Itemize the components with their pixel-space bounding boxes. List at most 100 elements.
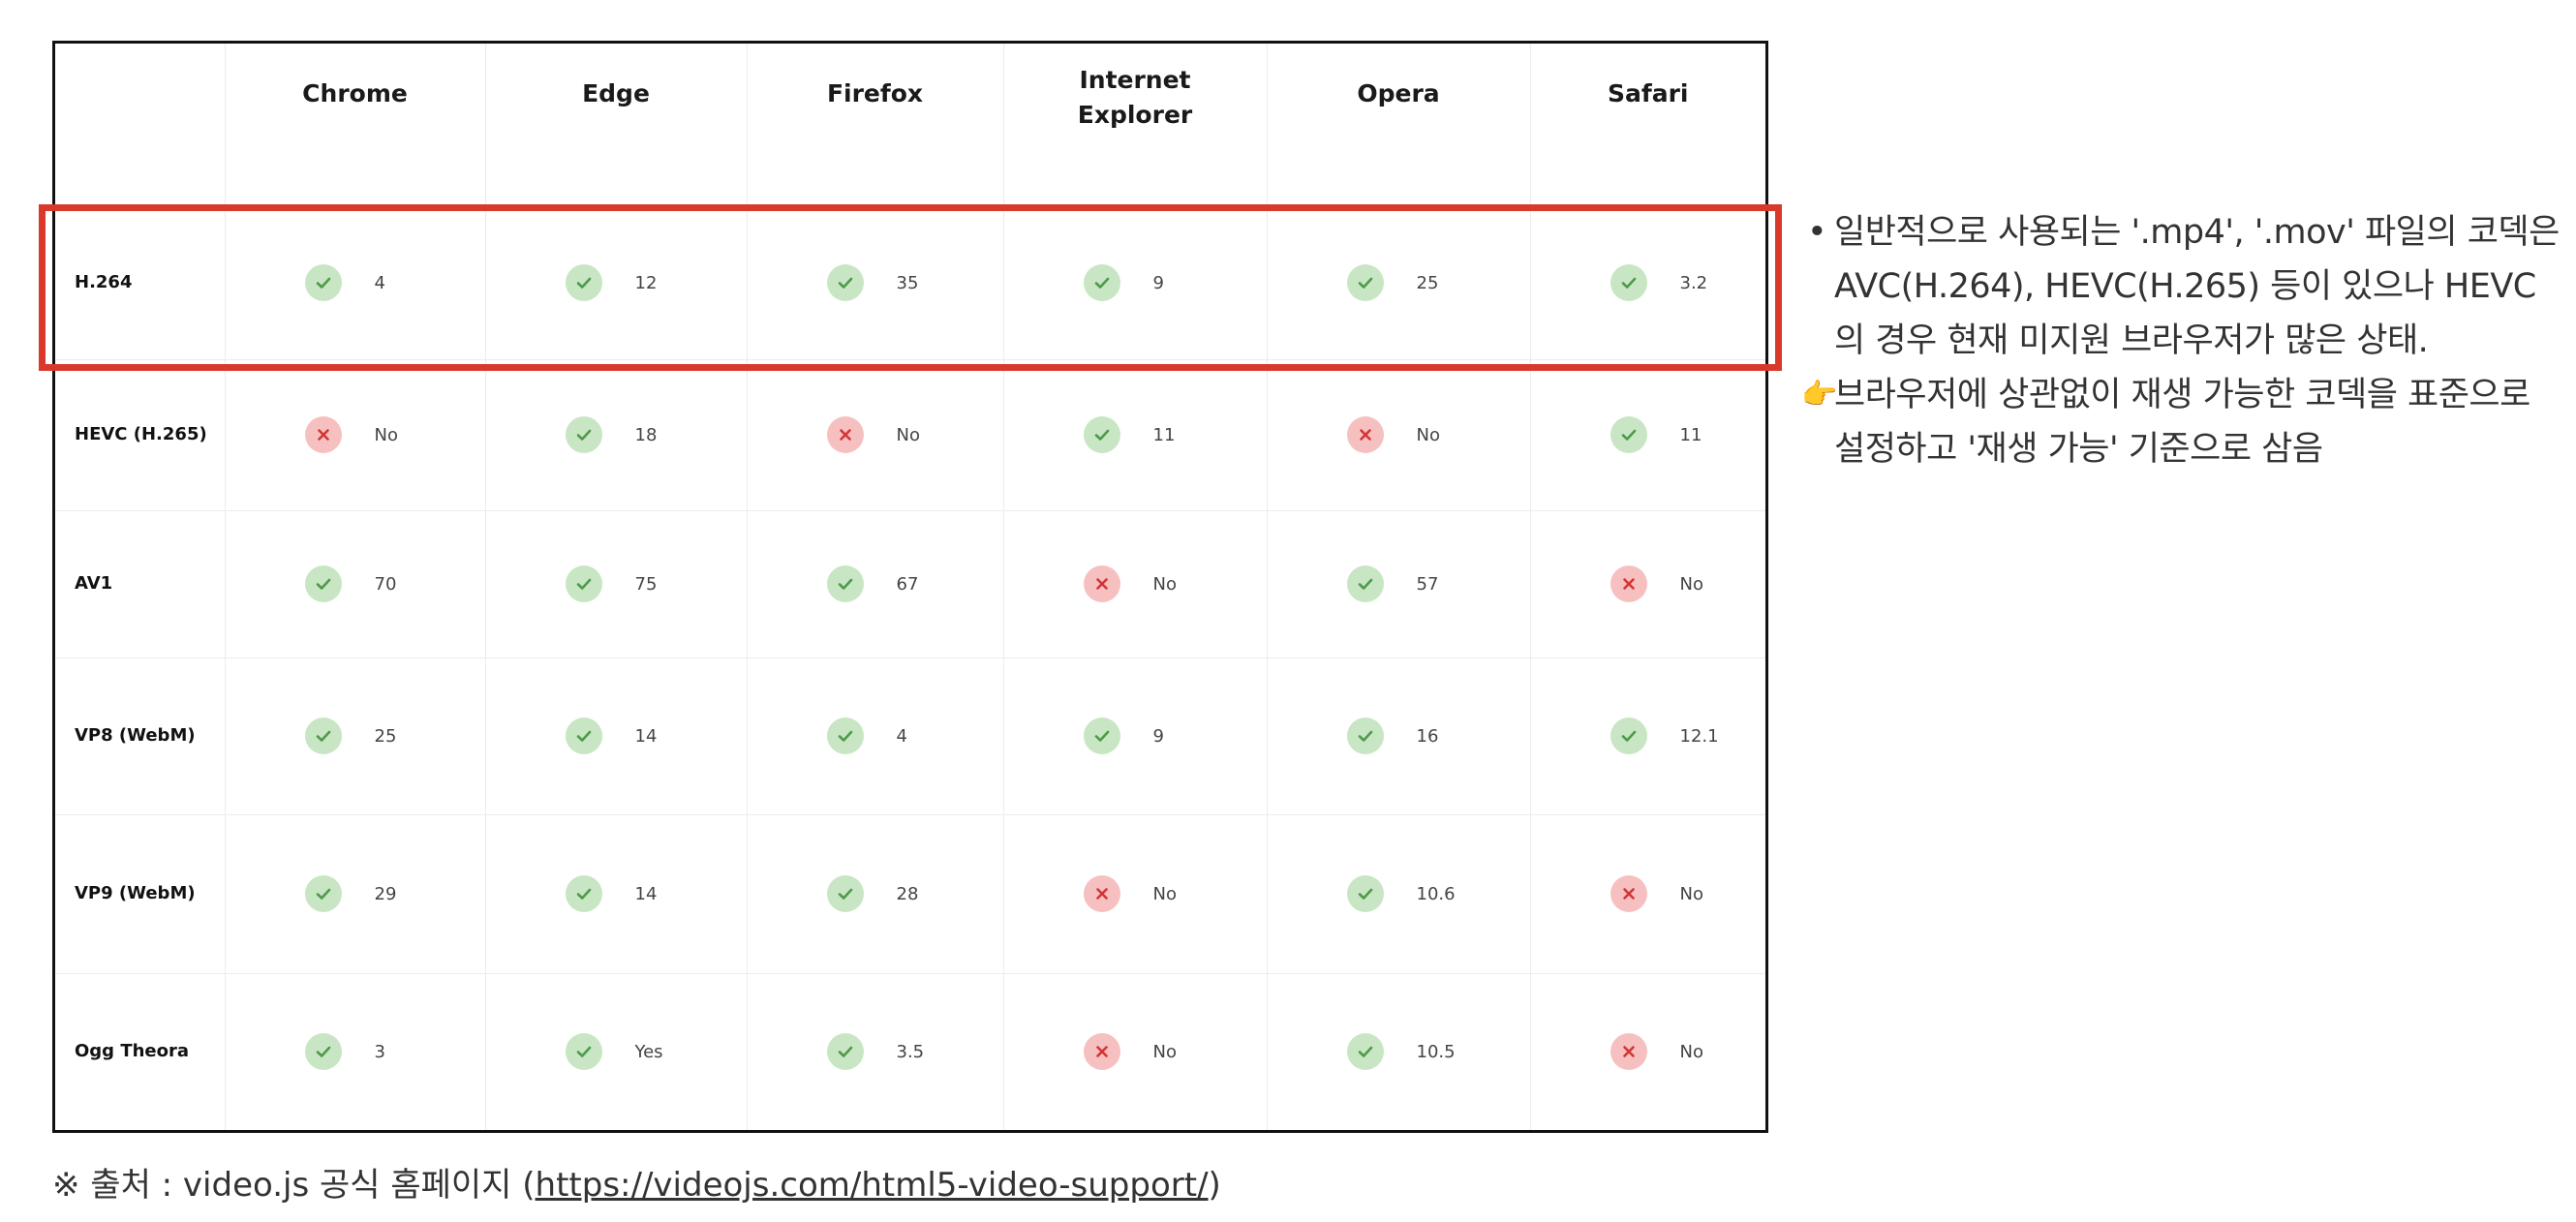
version-value: 3 xyxy=(374,1041,385,1062)
version-value: No xyxy=(1152,573,1177,595)
check-icon xyxy=(1610,718,1647,754)
header-cell-corner xyxy=(55,44,226,207)
version-value: 10.5 xyxy=(1416,1041,1456,1062)
version-value: No xyxy=(1679,573,1703,595)
version-value: 11 xyxy=(1152,424,1176,445)
version-value: 16 xyxy=(1416,725,1439,747)
version-value: 11 xyxy=(1679,424,1702,445)
support-cell-firefox: 4 xyxy=(747,657,1004,815)
support-cell-edge: Yes xyxy=(485,973,748,1130)
version-value: 14 xyxy=(634,883,658,904)
version-value: 28 xyxy=(896,883,919,904)
support-cell-edge: 12 xyxy=(485,206,748,360)
support-cell-chrome: 3 xyxy=(225,973,486,1130)
x-icon xyxy=(1083,1033,1120,1071)
x-icon xyxy=(304,416,342,453)
support-cell-safari: 11 xyxy=(1530,359,1765,511)
version-value: 3.5 xyxy=(896,1041,925,1062)
version-value: No xyxy=(1679,883,1703,904)
x-icon xyxy=(1083,565,1120,602)
support-cell-opera: 10.5 xyxy=(1267,973,1531,1130)
note-bullet-text: 일반적으로 사용되는 '.mp4', '.mov' 파일의 코덱은 AVC(H.… xyxy=(1834,213,2560,360)
check-icon xyxy=(565,1033,602,1071)
x-icon xyxy=(1610,565,1647,602)
check-icon xyxy=(1083,718,1120,754)
source-suffix: ) xyxy=(1208,1166,1221,1205)
check-icon xyxy=(565,875,602,912)
version-value: 9 xyxy=(1152,272,1164,293)
x-icon xyxy=(1083,875,1120,912)
check-icon xyxy=(565,565,602,602)
notes-panel: • 일반적으로 사용되는 '.mp4', '.mov' 파일의 코덱은 AVC(… xyxy=(1801,205,2561,476)
version-value: 35 xyxy=(896,272,919,293)
check-icon xyxy=(1346,875,1384,912)
check-icon xyxy=(826,875,864,912)
version-value: 4 xyxy=(896,725,907,747)
check-icon xyxy=(565,416,602,453)
support-cell-opera: 10.6 xyxy=(1267,814,1531,974)
table-row: VP9 (WebM) 29 14 28 No 10.6 No xyxy=(55,814,1765,974)
support-cell-firefox: 3.5 xyxy=(747,973,1004,1130)
support-cell-internet-explorer: No xyxy=(1003,973,1268,1130)
check-icon xyxy=(826,264,864,301)
support-cell-chrome: No xyxy=(225,359,486,511)
codec-label: AV1 xyxy=(55,510,226,658)
check-icon xyxy=(565,718,602,754)
codec-label: HEVC (H.265) xyxy=(55,359,226,511)
check-icon xyxy=(304,1033,342,1071)
support-cell-safari: No xyxy=(1530,973,1765,1130)
version-value: 12 xyxy=(634,272,658,293)
version-value: No xyxy=(374,424,398,445)
codec-label: VP9 (WebM) xyxy=(55,814,226,974)
source-prefix: ※ 출처 : video.js 공식 홈페이지 ( xyxy=(52,1166,536,1205)
x-icon xyxy=(1610,875,1647,912)
check-icon xyxy=(1346,1033,1384,1071)
check-icon xyxy=(826,1033,864,1071)
source-citation: ※ 출처 : video.js 공식 홈페이지 (https://videojs… xyxy=(52,1158,1221,1206)
check-icon xyxy=(826,565,864,602)
note-pointer-text: 브라우저에 상관없이 재생 가능한 코덱을 표준으로 설정하고 '재생 가능' … xyxy=(1834,376,2530,469)
support-cell-chrome: 4 xyxy=(225,206,486,360)
check-icon xyxy=(1346,264,1384,301)
version-value: 70 xyxy=(374,573,397,595)
x-icon xyxy=(1610,1033,1647,1071)
support-cell-internet-explorer: No xyxy=(1003,814,1268,974)
codec-label: Ogg Theora xyxy=(55,973,226,1130)
support-cell-internet-explorer: 11 xyxy=(1003,359,1268,511)
x-icon xyxy=(826,416,864,453)
check-icon xyxy=(1610,264,1647,301)
note-bullet-item: • 일반적으로 사용되는 '.mp4', '.mov' 파일의 코덱은 AVC(… xyxy=(1805,205,2561,368)
version-value: No xyxy=(1416,424,1440,445)
bullet-icon: • xyxy=(1807,213,1827,252)
check-icon xyxy=(1083,264,1120,301)
codec-support-table-container: Chrome Edge Firefox Internet Explorer Op… xyxy=(52,41,1768,1133)
table-row: H.264 4 12 35 9 25 3.2 xyxy=(55,206,1765,360)
header-cell-edge: Edge xyxy=(485,44,748,207)
source-link[interactable]: https://videojs.com/html5-video-support/ xyxy=(535,1166,1209,1205)
header-label-internet-explorer: Internet Explorer xyxy=(1077,66,1193,129)
version-value: 67 xyxy=(896,573,919,595)
check-icon xyxy=(1346,718,1384,754)
check-icon xyxy=(304,565,342,602)
version-value: No xyxy=(896,424,920,445)
support-cell-firefox: 67 xyxy=(747,510,1004,658)
codec-label: VP8 (WebM) xyxy=(55,657,226,815)
support-cell-safari: No xyxy=(1530,814,1765,974)
table-row: HEVC (H.265) No 18 No 11 No 11 xyxy=(55,359,1765,511)
version-value: 12.1 xyxy=(1679,725,1719,747)
version-value: 25 xyxy=(374,725,397,747)
support-cell-edge: 75 xyxy=(485,510,748,658)
support-cell-internet-explorer: No xyxy=(1003,510,1268,658)
check-icon xyxy=(1083,416,1120,453)
support-cell-opera: 25 xyxy=(1267,206,1531,360)
support-cell-safari: No xyxy=(1530,510,1765,658)
version-value: 75 xyxy=(634,573,658,595)
note-pointer-item: 👉 브라우저에 상관없이 재생 가능한 코덱을 표준으로 설정하고 '재생 가능… xyxy=(1801,368,2561,476)
table-row: Ogg Theora 3 Yes 3.5 No 10.5 No xyxy=(55,973,1765,1130)
version-value: 57 xyxy=(1416,573,1439,595)
support-cell-opera: 16 xyxy=(1267,657,1531,815)
version-value: 18 xyxy=(634,424,658,445)
version-value: No xyxy=(1152,1041,1177,1062)
header-cell-internet-explorer: Internet Explorer xyxy=(1003,44,1268,207)
support-cell-edge: 18 xyxy=(485,359,748,511)
